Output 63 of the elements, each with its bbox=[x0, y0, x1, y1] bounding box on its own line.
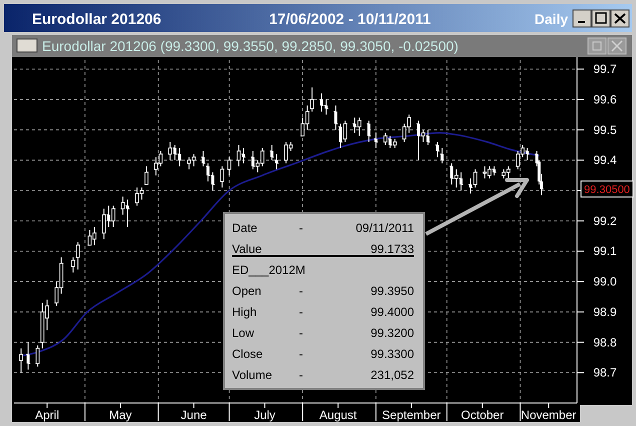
annotation: - bbox=[299, 221, 303, 235]
annotation: ED___2012M bbox=[232, 263, 306, 277]
candlestick bbox=[26, 342, 30, 370]
candlestick bbox=[334, 105, 338, 130]
x-tick-label: August bbox=[319, 408, 358, 422]
text: 17/06/2002 - 10/11/2011 bbox=[269, 11, 431, 28]
y-tick-label: 98.8 bbox=[593, 335, 617, 350]
candlestick bbox=[202, 150, 205, 167]
annotation: 99.3300 bbox=[370, 347, 414, 361]
candlestick bbox=[270, 144, 274, 161]
candlestick bbox=[473, 168, 478, 188]
y-tick-label: 99.2 bbox=[593, 214, 617, 228]
candlestick bbox=[367, 120, 370, 142]
x-tick-label: April bbox=[35, 408, 60, 422]
annotation: Close bbox=[232, 347, 264, 361]
annotation: 231,052 bbox=[370, 368, 414, 382]
candlestick bbox=[374, 132, 378, 149]
candlestick bbox=[36, 344, 40, 368]
y-tick-label: 99.5 bbox=[593, 122, 617, 137]
candlestick bbox=[275, 154, 278, 170]
annotation: Volume bbox=[232, 368, 272, 382]
y-tick-label: 98.9 bbox=[593, 304, 617, 319]
annotation: High bbox=[232, 305, 257, 319]
x-tick-label: June bbox=[180, 408, 208, 422]
text: Daily bbox=[534, 11, 568, 27]
y-tick-label: 99.0 bbox=[593, 274, 617, 289]
annotation: Open bbox=[232, 284, 262, 298]
candlestick bbox=[76, 242, 80, 270]
x-tick-label: November bbox=[520, 408, 576, 422]
candlestick bbox=[436, 141, 439, 158]
annotation: 99.3200 bbox=[370, 326, 414, 340]
candlestick bbox=[227, 156, 232, 176]
chart-title: Eurodollar 201206 bbox=[32, 11, 162, 28]
candlestick bbox=[440, 148, 444, 164]
annotation: - bbox=[299, 368, 303, 382]
x-tick-label: May bbox=[109, 408, 132, 422]
candlestick bbox=[71, 256, 76, 273]
annotation: Value bbox=[232, 242, 262, 256]
annotation: 99.1733 bbox=[370, 242, 414, 256]
candlestick bbox=[220, 166, 224, 188]
y-tick-label: 99.1 bbox=[593, 244, 617, 258]
y-tick-label: 98.7 bbox=[593, 366, 617, 380]
annotation: Low bbox=[232, 326, 254, 340]
annotation: - bbox=[299, 347, 303, 361]
chart-subtitle: Eurodollar 201206 (99.3300, 99.3550, 99.2850, 99.3050, -0.02500) bbox=[42, 38, 458, 54]
annotation: - bbox=[299, 284, 303, 298]
candlestick bbox=[144, 166, 148, 185]
annotation: - bbox=[299, 305, 303, 319]
annotation: 09/11/2011 bbox=[356, 221, 414, 235]
x-tick-label: September bbox=[382, 408, 441, 422]
text: 99.30500 bbox=[584, 184, 630, 196]
annotation: - bbox=[299, 326, 303, 340]
y-tick-label: 99.6 bbox=[593, 92, 617, 106]
candlestick bbox=[19, 348, 23, 374]
annotation: 99.4000 bbox=[370, 305, 414, 319]
annotation: 99.3950 bbox=[370, 284, 414, 298]
y-tick-label: 99.4 bbox=[593, 153, 617, 168]
x-tick-label: October bbox=[461, 408, 504, 422]
x-tick-label: July bbox=[254, 408, 276, 422]
candlestick bbox=[310, 86, 314, 112]
candlestick bbox=[343, 120, 348, 142]
annotation: Date bbox=[232, 221, 258, 235]
y-tick-label: 99.7 bbox=[593, 62, 617, 76]
